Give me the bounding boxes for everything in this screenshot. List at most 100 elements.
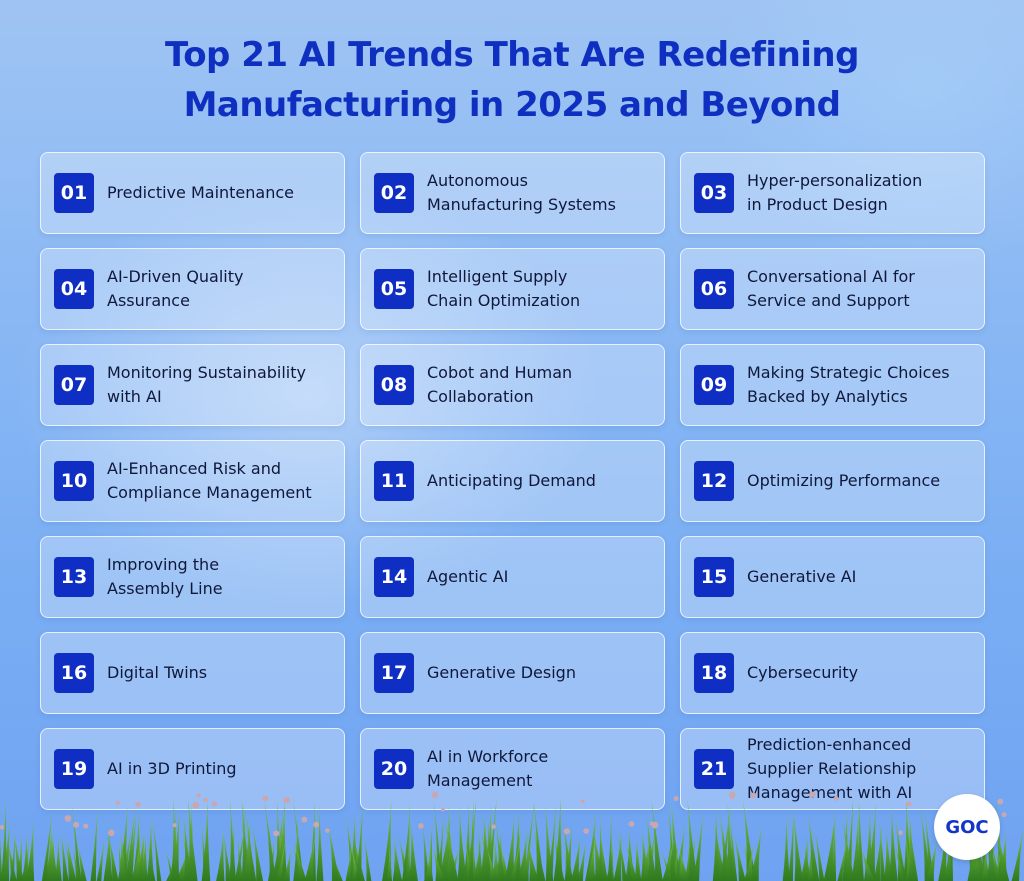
grass-blade <box>726 803 735 881</box>
grass-blade <box>640 837 650 881</box>
grass-bud <box>325 828 330 833</box>
grass-blade <box>487 850 499 881</box>
grass-blade <box>9 832 16 881</box>
trend-card-06: 06 Conversational AI for Service and Supp… <box>680 248 985 330</box>
grass-bud <box>135 801 141 808</box>
grass-blade <box>1 819 11 881</box>
grass-blade <box>60 831 69 881</box>
grass-blade <box>282 848 292 881</box>
grass-blade <box>245 809 255 881</box>
grass-blade <box>107 823 113 881</box>
grass-blade <box>672 842 678 881</box>
grass-bud <box>172 823 177 828</box>
grass-blade <box>634 837 640 881</box>
grass-blade <box>925 840 938 881</box>
grass-blade <box>749 823 763 881</box>
grass-bud <box>440 807 445 812</box>
trend-number: 12 <box>694 461 734 501</box>
grass-blade <box>47 831 58 881</box>
grass-blade <box>0 836 3 881</box>
grass-blade <box>782 814 790 881</box>
grass-blade <box>264 798 277 881</box>
grass-blade <box>136 829 145 881</box>
grass-blade <box>577 840 587 881</box>
grass-blade <box>598 814 603 881</box>
trend-card-21: 21 Prediction-enhanced Supplier Relations… <box>680 728 985 810</box>
grass-bud <box>997 798 1004 805</box>
grass-bud <box>64 815 72 822</box>
trend-label: Improving the Assembly Line <box>107 555 223 598</box>
grass-blade <box>980 845 991 881</box>
grass-blade <box>533 799 544 881</box>
grass-bud <box>273 830 280 837</box>
grass-blade <box>719 813 733 881</box>
grass-bud <box>906 801 912 807</box>
grass-blade <box>714 821 726 881</box>
grass-blade <box>484 805 495 881</box>
grass-blade <box>121 826 132 881</box>
grass-blade <box>138 836 145 881</box>
grass-blade <box>491 845 501 881</box>
trend-number: 06 <box>694 269 734 309</box>
trend-label: Cybersecurity <box>747 663 859 682</box>
trend-label: Intelligent Supply Chain Optimization <box>427 267 581 310</box>
grass-blade <box>945 803 954 881</box>
trend-card-02: 02 Autonomous Manufacturing Systems <box>360 152 665 234</box>
grass-blade <box>520 836 532 881</box>
grass-blade <box>349 812 359 881</box>
grass-blade <box>646 814 657 881</box>
trend-number: 04 <box>54 269 94 309</box>
grass-blade <box>241 798 251 881</box>
grass-blade <box>585 840 596 881</box>
grass-blade <box>545 804 554 881</box>
grass-blade <box>793 812 803 881</box>
grass-blade <box>405 836 410 881</box>
trend-card-18: 18 Cybersecurity <box>680 632 985 714</box>
trend-card-04: 04 AI-Driven Quality Assurance <box>40 248 345 330</box>
grass-blade <box>229 799 237 881</box>
grass-blade <box>743 842 755 881</box>
grass-bud <box>115 800 120 805</box>
trend-number: 19 <box>54 749 94 789</box>
trend-label: Cobot and Human Collaboration <box>427 363 573 406</box>
trend-card-07: 07 Monitoring Sustainability with AI <box>40 344 345 426</box>
grass-blade <box>473 837 482 881</box>
grass-blade <box>856 798 864 881</box>
trend-number: 03 <box>694 173 734 213</box>
grass-blade <box>392 837 403 881</box>
trend-card-13: 13 Improving the Assembly Line <box>40 536 345 618</box>
grass-blade <box>823 810 836 881</box>
grass-bud <box>262 795 269 802</box>
grass-blade <box>693 811 704 881</box>
grass-blade <box>807 849 814 881</box>
grass-bud <box>563 828 570 835</box>
grass-blade <box>170 808 180 881</box>
grass-blade <box>71 802 82 881</box>
grass-blade <box>201 799 211 881</box>
grass-bud <box>730 795 735 800</box>
trend-card-11: 11 Anticipating Demand <box>360 440 665 522</box>
grass-blade <box>861 849 875 881</box>
grass-bud <box>211 801 218 807</box>
grass-bud <box>313 821 320 828</box>
grass-blade <box>6 837 17 881</box>
trend-number: 17 <box>374 653 414 693</box>
grass-blade <box>605 843 615 881</box>
trend-label: Digital Twins <box>107 663 208 682</box>
trend-card-19: 19 AI in 3D Printing <box>40 728 345 810</box>
grass-blade <box>668 802 676 881</box>
trend-number: 14 <box>374 557 414 597</box>
grass-blade <box>879 819 886 881</box>
trend-label: AI in 3D Printing <box>107 759 237 778</box>
grass-blade <box>1011 827 1024 881</box>
grass-blade <box>533 827 546 881</box>
grass-blade <box>187 803 195 881</box>
trend-card-08: 08 Cobot and Human Collaboration <box>360 344 665 426</box>
grass-bud <box>0 825 5 830</box>
trend-label: AI-Enhanced Risk and Compliance Manageme… <box>107 459 312 502</box>
grass-blade <box>570 834 581 881</box>
trend-label: Generative AI <box>747 567 857 586</box>
grass-blade <box>465 838 474 881</box>
grass-blade <box>304 829 317 881</box>
trend-label: Agentic AI <box>427 567 509 586</box>
